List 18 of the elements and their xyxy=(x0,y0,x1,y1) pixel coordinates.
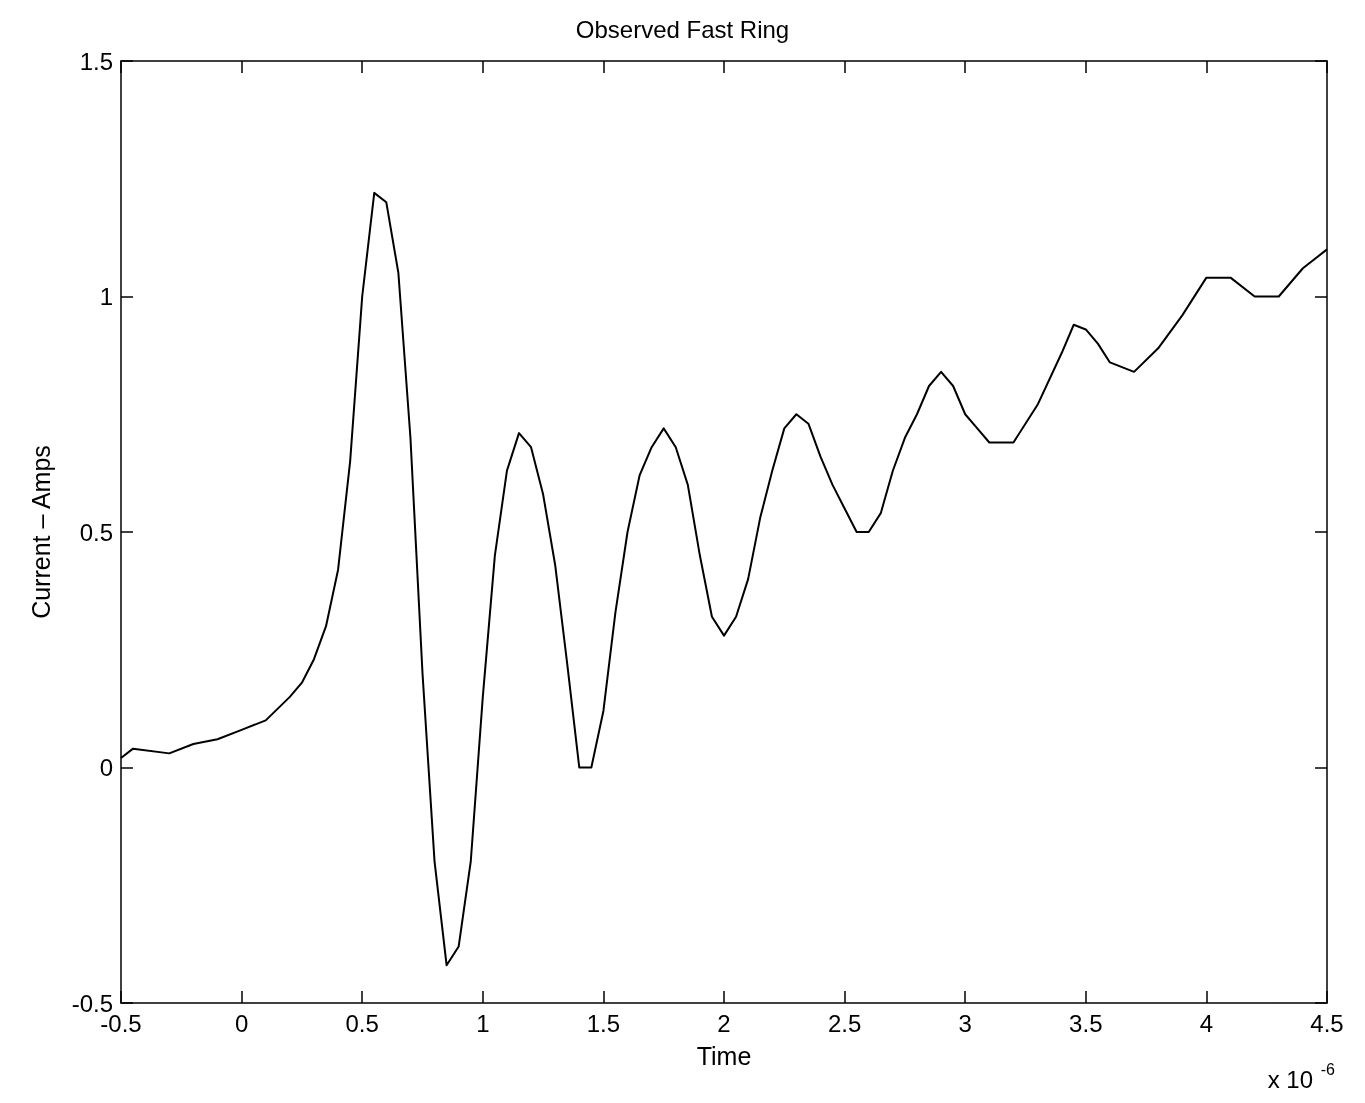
x-tick-label: 0 xyxy=(234,1009,249,1037)
x-tick-label: 3 xyxy=(958,1009,972,1037)
x-tick-label: 4.5 xyxy=(1310,1009,1344,1037)
x-axis-title: Time xyxy=(696,1041,752,1070)
y-tick-label: 1.5 xyxy=(79,47,113,75)
chart-title: Observed Fast Ring xyxy=(575,15,790,43)
text: x 10-6 xyxy=(1267,1060,1336,1093)
x-tick-label: 1 xyxy=(476,1009,490,1037)
x-tick-label: 2.5 xyxy=(827,1009,862,1037)
y-axis-title: Current – Amps xyxy=(26,445,55,619)
x-tick-label: 3.5 xyxy=(1069,1009,1103,1037)
x-tick-label: 1.5 xyxy=(586,1009,621,1037)
x-tick-label: 0.5 xyxy=(345,1009,379,1037)
x-tick-label: 2 xyxy=(717,1009,731,1037)
x-tick-label: 4 xyxy=(1199,1009,1214,1037)
y-tick-label: 0.5 xyxy=(79,518,113,546)
y-tick-label: 0 xyxy=(99,754,113,781)
y-tick-label: 1 xyxy=(99,283,113,310)
